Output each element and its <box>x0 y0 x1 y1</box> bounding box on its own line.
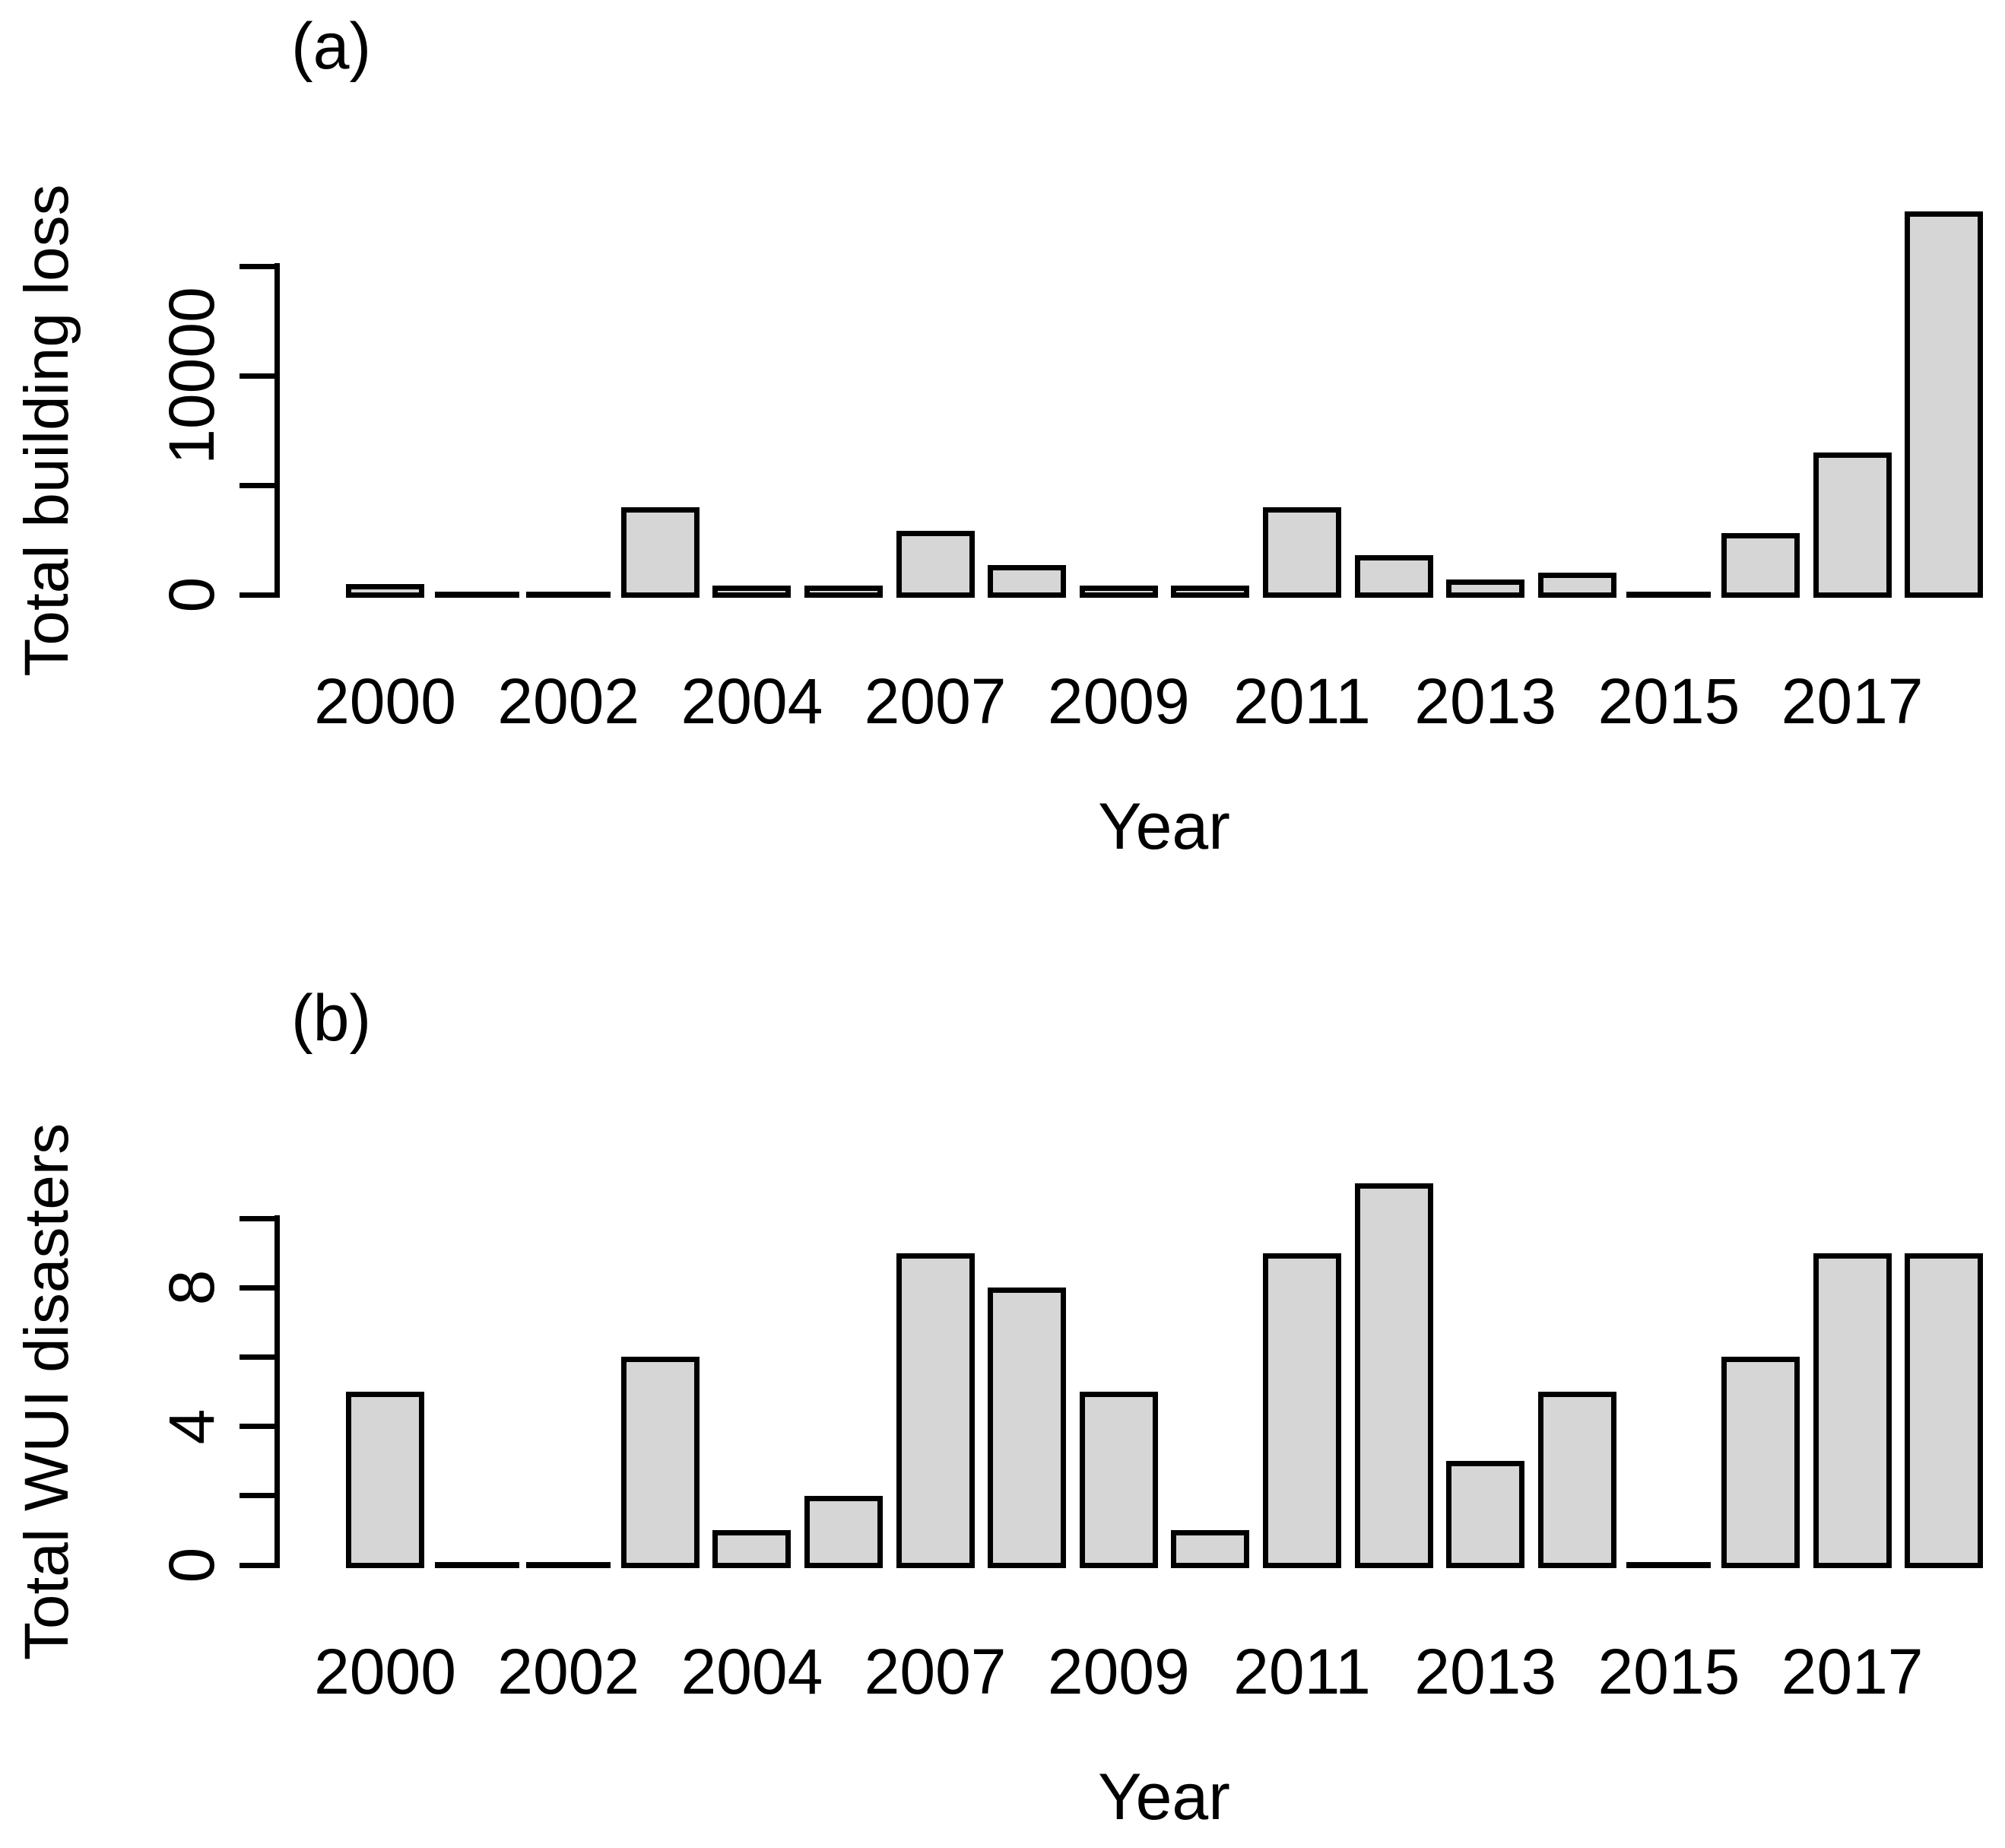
x-tick-label: 2013 <box>1414 665 1557 737</box>
panel-a-tag: (a) <box>291 10 372 83</box>
bar <box>1263 506 1341 598</box>
bar <box>1171 1530 1250 1568</box>
y-tick-mark <box>240 1493 274 1499</box>
bar <box>1263 1253 1341 1568</box>
bar <box>1537 1392 1616 1568</box>
bar <box>1079 1392 1158 1568</box>
y-tick-mark <box>240 592 274 598</box>
x-tick-label: 2009 <box>1047 1636 1190 1707</box>
bar <box>1721 533 1800 598</box>
panel-a-y-axis-title: Total building loss <box>12 184 81 677</box>
x-tick-label: 2004 <box>680 1636 823 1707</box>
bar <box>526 592 611 598</box>
bar <box>804 1495 883 1568</box>
bar <box>1626 1562 1712 1568</box>
bar <box>1171 586 1250 598</box>
bar <box>1354 1183 1433 1568</box>
bar <box>1079 586 1158 598</box>
x-tick-label: 2007 <box>864 665 1007 737</box>
y-tick-label: 8 <box>156 1269 227 1306</box>
bar <box>1626 592 1712 598</box>
bar <box>988 1288 1067 1568</box>
x-tick-label: 2004 <box>680 665 823 737</box>
x-tick-label: 2009 <box>1047 665 1190 737</box>
bar <box>988 565 1067 598</box>
bar <box>712 586 792 598</box>
x-tick-label: 2015 <box>1597 665 1740 737</box>
bar <box>712 1530 792 1568</box>
bar <box>620 506 700 598</box>
x-tick-label: 2017 <box>1781 665 1924 737</box>
bar <box>434 1562 519 1568</box>
y-tick-mark <box>240 373 274 379</box>
bar <box>434 592 519 598</box>
bar <box>896 531 975 598</box>
bar <box>804 586 883 598</box>
panel-b-y-axis-title: Total WUI disasters <box>12 1122 81 1661</box>
y-tick-mark <box>240 1284 274 1291</box>
bar <box>1446 1461 1525 1568</box>
y-tick-label: 0 <box>156 576 227 613</box>
x-tick-label: 2011 <box>1233 665 1371 737</box>
y-tick-mark <box>240 1424 274 1430</box>
bar <box>896 1253 975 1568</box>
bar <box>1813 1253 1892 1568</box>
bar <box>1813 452 1892 598</box>
panel-a-x-axis-title: Year <box>1098 790 1230 863</box>
bar <box>346 1392 424 1568</box>
x-tick-label: 2015 <box>1597 1636 1740 1707</box>
bar <box>1537 573 1616 598</box>
y-tick-mark <box>240 1215 274 1221</box>
x-tick-label: 2011 <box>1233 1636 1371 1707</box>
y-tick-mark <box>240 1562 274 1568</box>
y-axis-line <box>274 263 280 598</box>
bar <box>346 583 424 598</box>
x-tick-label: 2002 <box>497 665 640 737</box>
x-tick-label: 2017 <box>1781 1636 1924 1707</box>
y-tick-mark <box>240 482 274 488</box>
y-tick-mark <box>240 263 274 269</box>
x-tick-label: 2013 <box>1414 1636 1557 1707</box>
bar <box>1446 579 1525 598</box>
bar <box>1905 211 1984 598</box>
y-axis-line <box>274 1215 280 1568</box>
bar <box>1354 555 1433 598</box>
bar <box>1905 1253 1984 1568</box>
y-tick-label: 0 <box>156 1547 227 1583</box>
x-tick-label: 2000 <box>314 665 456 737</box>
bar <box>620 1357 700 1568</box>
bar <box>1721 1357 1800 1568</box>
y-tick-mark <box>240 1354 274 1360</box>
panel-b-x-axis-title: Year <box>1098 1761 1230 1834</box>
x-tick-label: 2000 <box>314 1636 456 1707</box>
x-tick-label: 2002 <box>497 1636 640 1707</box>
y-tick-label: 10000 <box>156 287 227 465</box>
bar <box>526 1562 611 1568</box>
x-tick-label: 2007 <box>864 1636 1007 1707</box>
panel-b-tag: (b) <box>291 982 372 1055</box>
y-tick-label: 4 <box>156 1408 227 1444</box>
